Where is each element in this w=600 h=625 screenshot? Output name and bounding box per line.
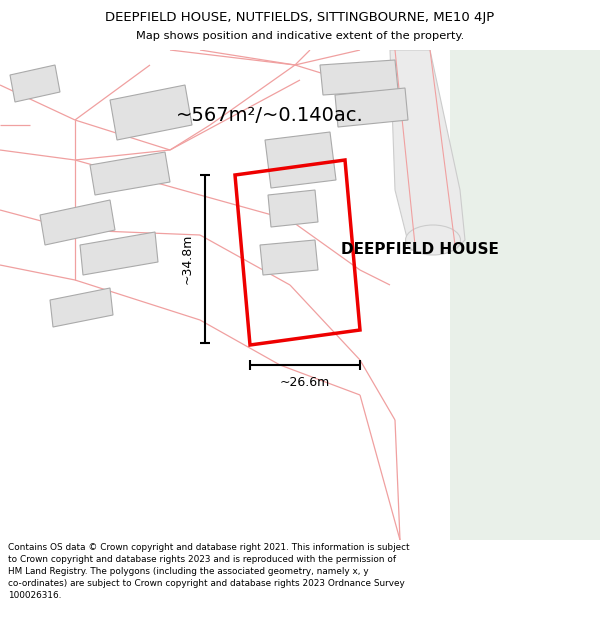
Text: Contains OS data © Crown copyright and database right 2021. This information is : Contains OS data © Crown copyright and d… [8,542,409,600]
Polygon shape [90,152,170,195]
Polygon shape [260,240,318,275]
Polygon shape [320,60,398,95]
Text: DEEPFIELD HOUSE: DEEPFIELD HOUSE [341,242,499,258]
Polygon shape [268,190,318,227]
Polygon shape [335,88,408,127]
Polygon shape [10,65,60,102]
Text: ~567m²/~0.140ac.: ~567m²/~0.140ac. [176,106,364,125]
Polygon shape [40,200,115,245]
Polygon shape [110,85,192,140]
Ellipse shape [406,225,461,255]
Polygon shape [390,50,465,250]
Text: Map shows position and indicative extent of the property.: Map shows position and indicative extent… [136,31,464,41]
Polygon shape [265,132,336,188]
Polygon shape [450,50,600,540]
Text: DEEPFIELD HOUSE, NUTFIELDS, SITTINGBOURNE, ME10 4JP: DEEPFIELD HOUSE, NUTFIELDS, SITTINGBOURN… [106,11,494,24]
Polygon shape [50,288,113,327]
Text: ~26.6m: ~26.6m [280,376,330,389]
Polygon shape [80,232,158,275]
Text: ~34.8m: ~34.8m [181,234,193,284]
